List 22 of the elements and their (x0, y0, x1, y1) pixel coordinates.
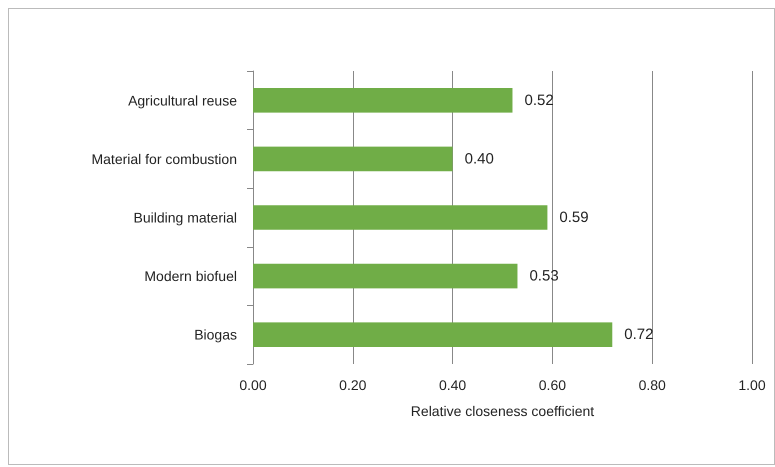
x-tick-label: 1.00 (738, 377, 766, 393)
y-tick-label: Building material (134, 210, 237, 226)
x-tick-label: 0.40 (438, 377, 466, 393)
bar (253, 88, 512, 113)
data-label: 0.72 (624, 326, 654, 344)
data-label: 0.59 (559, 209, 589, 226)
bar (253, 146, 453, 172)
data-label: 0.52 (524, 92, 554, 109)
y-tick-label: Modern biofuel (144, 268, 237, 284)
x-tick-label: 0.20 (339, 377, 367, 393)
x-tick-label: 0.80 (638, 377, 666, 393)
y-tick-label: Biogas (194, 326, 237, 343)
data-label: 0.53 (529, 268, 559, 285)
y-tick-label: Agricultural reuse (128, 92, 238, 108)
data-label: 0.40 (464, 150, 494, 168)
x-axis-title: Relative closeness coefficient (410, 403, 594, 419)
x-tick-label: 0.60 (538, 377, 566, 393)
y-tick-label: Material for combustion (91, 150, 237, 167)
bar (253, 322, 612, 348)
x-tick-label: 0.00 (239, 377, 267, 393)
bar (253, 205, 548, 230)
bar (253, 264, 518, 288)
